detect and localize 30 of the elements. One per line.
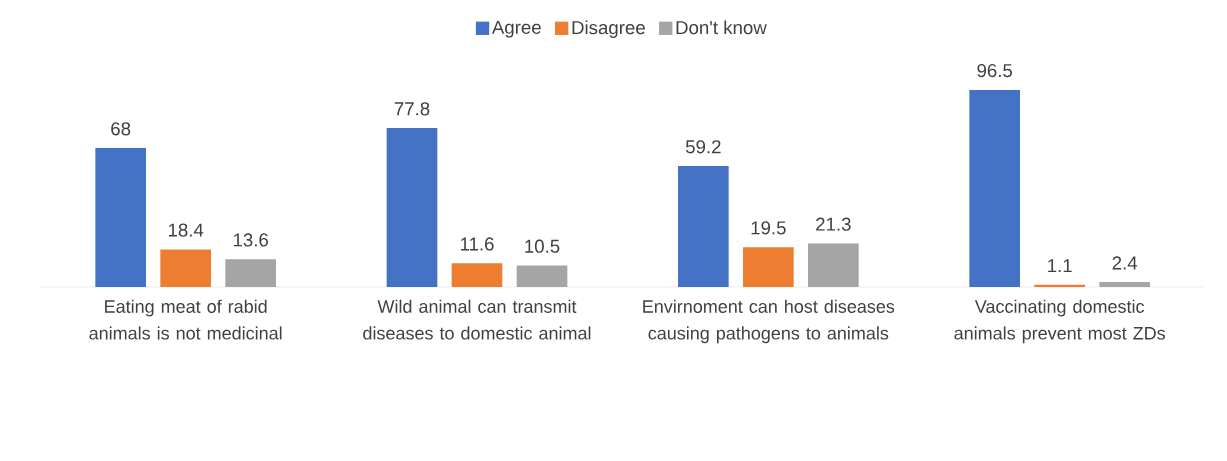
legend-label: Disagree bbox=[572, 20, 645, 38]
data-label: 19.5 bbox=[751, 221, 786, 235]
data-label: 18.4 bbox=[168, 223, 204, 237]
data-label: 68 bbox=[111, 122, 131, 136]
bar bbox=[969, 89, 1021, 287]
bar bbox=[386, 128, 438, 287]
bar bbox=[95, 148, 147, 287]
legend-label: Agree bbox=[491, 20, 541, 38]
bar bbox=[451, 263, 503, 287]
bar bbox=[225, 259, 277, 287]
x-tick-label: Vaccinating domestic animals prevent most ZDs bbox=[954, 299, 1166, 344]
data-label: 59.2 bbox=[685, 140, 721, 154]
x-tick-label: Wild animal can transmit diseases to domestic animal bbox=[363, 299, 591, 340]
x-tick-label: Eating meat of rabid animals is not medicinal bbox=[89, 299, 282, 340]
data-label: 10.5 bbox=[525, 239, 560, 253]
bar bbox=[160, 249, 212, 287]
x-tick-label: Envirnoment can host diseases causing pathogens to animals bbox=[643, 299, 895, 344]
bar bbox=[516, 265, 568, 287]
data-label: 96.5 bbox=[977, 63, 1013, 78]
legend-label: Don't know bbox=[676, 20, 767, 35]
bar bbox=[678, 166, 729, 287]
data-label: 1.1 bbox=[1048, 259, 1072, 273]
data-label: 77.8 bbox=[394, 102, 430, 116]
bar bbox=[1099, 282, 1151, 287]
bar bbox=[808, 243, 859, 287]
data-label: 21.3 bbox=[816, 217, 851, 231]
data-label: 13.6 bbox=[233, 233, 269, 247]
data-label: 11.6 bbox=[460, 237, 494, 251]
data-label: 2.4 bbox=[1112, 256, 1138, 270]
bar bbox=[743, 247, 794, 287]
